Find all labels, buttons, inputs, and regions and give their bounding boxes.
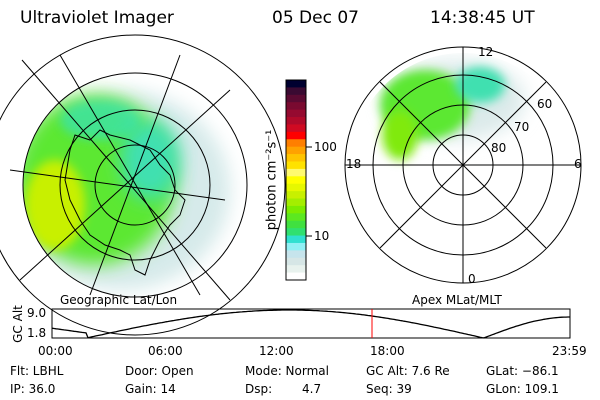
door-status: Door: Open (125, 364, 194, 378)
colorbar-segment (286, 257, 306, 266)
colorbar-segment (286, 272, 306, 281)
colorbar-frame (285, 79, 307, 281)
colorbar-segment (286, 205, 306, 214)
colorbar-segment (286, 250, 306, 259)
glat-status: GLat: −86.1 (486, 364, 559, 378)
polar-aurora (380, 60, 525, 160)
colorbar-segment (286, 191, 306, 200)
altitude-ylabel: GC Alt (11, 305, 25, 343)
ip-status: IP: 36.0 (10, 382, 56, 396)
y-tick-9: 9.0 (27, 306, 47, 320)
colorbar-segment (286, 139, 306, 148)
colorbar-tick-10: 10 (314, 229, 330, 243)
mlt-label-12: 12 (478, 45, 494, 59)
x-tick-1800: 18:00 (370, 344, 405, 358)
mlt-label-18: 18 (346, 157, 362, 171)
instrument-title: Ultraviolet Imager (20, 8, 174, 28)
colorbar-unit: photon cm⁻²s⁻¹ (264, 129, 280, 231)
x-tick-0000: 00:00 (38, 344, 73, 358)
colorbar-segment (286, 176, 306, 185)
colorbar-segment (286, 220, 306, 229)
colorbar-segment (286, 117, 306, 125)
lat-label-80: 80 (491, 141, 507, 155)
colorbar-segment (286, 131, 306, 140)
colorbar (286, 80, 306, 281)
colorbar-segment (286, 265, 306, 274)
colorbar-segment (286, 235, 306, 244)
mlt-label-0: 0 (468, 272, 476, 286)
x-tick-0600: 06:00 (148, 344, 183, 358)
altitude-curve (51, 309, 570, 339)
date-label: 05 Dec 07 (272, 8, 359, 28)
colorbar-ticks (306, 146, 312, 237)
colorbar-segment (286, 87, 306, 96)
colorbar-segment (286, 242, 306, 251)
colorbar-segment (286, 102, 306, 111)
dsp-value: 4.7 (302, 382, 322, 396)
colorbar-segment (286, 228, 306, 237)
colorbar-segment (286, 124, 306, 133)
colorbar-segment (286, 94, 306, 103)
geographic-grid (0, 34, 286, 336)
colorbar-segment (286, 168, 306, 177)
x-tick-1200: 12:00 (259, 344, 294, 358)
colorbar-segment (286, 154, 306, 162)
colorbar-segment (286, 183, 306, 192)
x-tick-2359: 23:59 (552, 344, 587, 358)
y-tick-1.8: 1.8 (27, 326, 47, 340)
gc-alt-status: GC Alt: 7.6 Re (366, 364, 450, 378)
lat-label-60: 60 (537, 97, 553, 111)
colorbar-segment (286, 198, 306, 207)
left-panel-label: Geographic Lat/Lon (60, 293, 178, 307)
time-label: 14:38:45 UT (430, 8, 535, 28)
colorbar-segment (286, 80, 306, 88)
polar-grid (344, 46, 582, 284)
colorbar-segment (286, 161, 306, 170)
lat-label-70: 70 (514, 120, 530, 134)
seq-status: Seq: 39 (366, 382, 412, 396)
colorbar-segment (286, 109, 306, 118)
gain-status: Gain: 14 (125, 382, 176, 396)
mode-status: Mode: Normal (245, 364, 329, 378)
dsp-label: Dsp: (245, 382, 273, 396)
filter-status: Flt: LBHL (10, 364, 64, 378)
colorbar-tick-100: 100 (314, 140, 337, 154)
colorbar-segment (286, 146, 306, 155)
mlt-label-6: 6 (574, 157, 582, 171)
glon-status: GLon: 109.1 (486, 382, 559, 396)
altitude-plot-frame (51, 308, 571, 339)
colorbar-segment (286, 213, 306, 222)
right-panel-label: Apex MLat/MLT (412, 293, 502, 307)
